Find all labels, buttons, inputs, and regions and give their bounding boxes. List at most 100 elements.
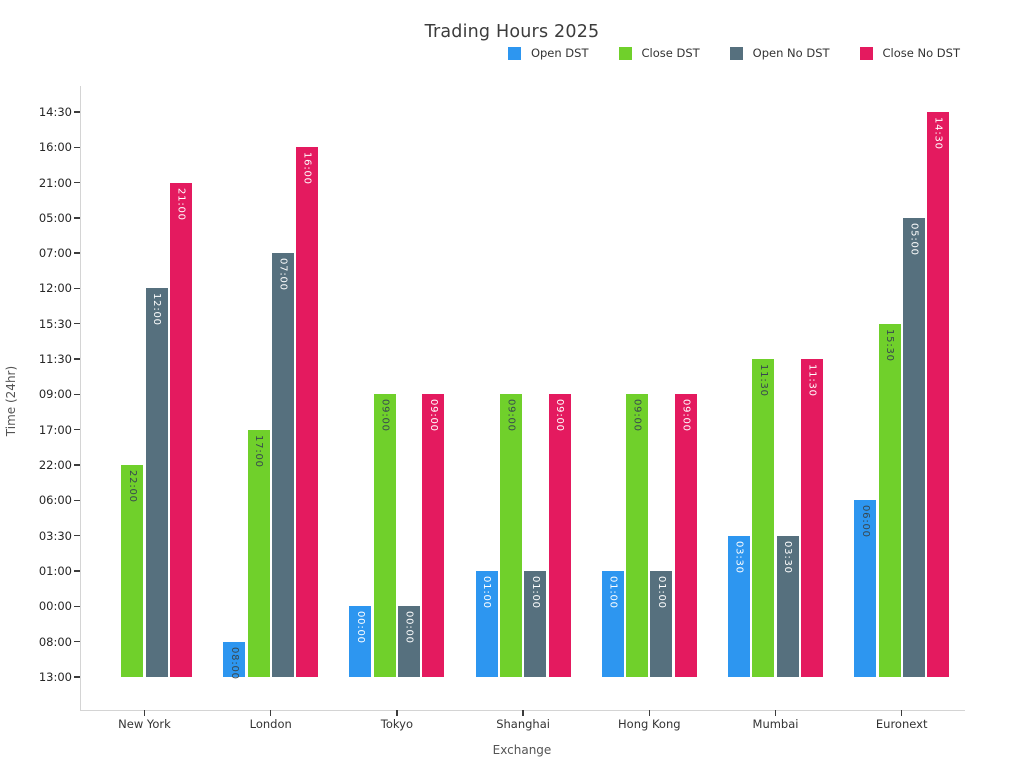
bar-open-no-dst-mumbai: 03:30	[776, 535, 799, 677]
bar-value-label: 09:00	[505, 399, 517, 433]
y-tick	[74, 252, 80, 254]
legend-item-open-no-dst: Open No DST	[729, 46, 830, 60]
y-tick	[74, 393, 80, 396]
x-tick-label-tokyo: Tokyo	[380, 717, 413, 731]
bar-close-dst-hong-kong: 09:00	[626, 394, 649, 677]
bar-value-label: 06:00	[859, 505, 871, 539]
bar-close-no-dst-london: 16:00	[296, 147, 319, 677]
legend-item-close-no-dst: Close No DST	[859, 46, 960, 60]
bar-value-label: 09:00	[631, 399, 643, 433]
y-tick	[74, 217, 80, 219]
y-axis-line	[80, 86, 81, 710]
bar-value-label: 09:00	[379, 399, 391, 433]
bar-value-label: 03:30	[733, 540, 745, 574]
bar-value-label: 11:30	[806, 364, 818, 397]
bar-value-label: 22:00	[126, 470, 138, 503]
y-tick-label: 17:00	[38, 422, 72, 437]
y-tick-label: 00:00	[38, 599, 72, 614]
bar-value-label: 15:30	[884, 328, 896, 362]
bar-close-dst-euronext: 15:30	[878, 323, 901, 677]
x-tick	[522, 710, 524, 716]
y-tick-label: 15:30	[38, 316, 72, 331]
bar-value-label: 07:00	[277, 258, 289, 291]
legend-label: Close DST	[641, 46, 700, 60]
x-tick-label-new-york: New York	[118, 717, 171, 731]
legend: Open DST Close DST Open No DST Close No DST	[507, 45, 960, 61]
y-tick-label: 16:00	[38, 140, 72, 155]
x-tick	[270, 710, 272, 716]
y-tick-label: 06:00	[38, 493, 72, 508]
y-tick	[74, 323, 80, 325]
bar-close-no-dst-mumbai: 11:30	[800, 359, 823, 677]
y-tick-label: 13:00	[38, 670, 72, 684]
bar-open-dst-euronext: 06:00	[854, 500, 877, 677]
bar-close-no-dst-euronext: 14:30	[927, 111, 950, 677]
x-tick	[648, 710, 650, 716]
bar-value-label: 08:00	[228, 646, 240, 680]
bar-value-label: 14:30	[932, 116, 944, 150]
x-tick-label-hong-kong: Hong Kong	[618, 717, 681, 731]
y-tick-label: 01:00	[38, 564, 72, 579]
bar-value-label: 16:00	[301, 152, 313, 186]
y-tick-label: 07:00	[38, 246, 72, 261]
x-tick	[143, 710, 146, 716]
legend-label: Open DST	[530, 46, 589, 60]
y-tick	[74, 535, 80, 537]
legend-item-close-dst: Close DST	[618, 46, 700, 60]
y-tick	[74, 464, 80, 466]
y-tick-label: 11:30	[38, 352, 72, 367]
bar-open-no-dst-shanghai: 01:00	[524, 571, 547, 677]
x-tick	[901, 710, 903, 716]
y-tick	[74, 640, 80, 643]
bar-value-label: 01:00	[481, 576, 493, 609]
bar-value-label: 11:30	[757, 364, 769, 397]
bar-open-no-dst-tokyo: 00:00	[398, 606, 421, 677]
bar-open-dst-hong-kong: 01:00	[601, 571, 624, 677]
y-tick-label: 08:00	[38, 634, 72, 649]
bar-value-label: 09:00	[554, 399, 566, 433]
x-tick-label-london: London	[249, 717, 292, 731]
bar-close-no-dst-tokyo: 09:00	[422, 394, 445, 677]
bar-close-no-dst-shanghai: 09:00	[548, 394, 571, 677]
y-tick	[74, 287, 80, 290]
legend-item-open-dst: Open DST	[507, 46, 589, 60]
bar-value-label: 09:00	[427, 399, 439, 433]
bar-open-no-dst-london: 07:00	[271, 253, 294, 677]
y-tick-label: 22:00	[38, 458, 72, 473]
bar-close-no-dst-hong-kong: 09:00	[674, 394, 697, 677]
bar-open-no-dst-new-york: 12:00	[145, 288, 168, 677]
y-tick	[74, 570, 80, 572]
x-tick	[396, 710, 398, 716]
y-tick	[74, 181, 80, 184]
bar-open-dst-shanghai: 01:00	[475, 571, 498, 677]
bar-value-label: 01:00	[655, 576, 667, 609]
x-tick-label-mumbai: Mumbai	[752, 717, 799, 731]
bar-close-dst-london: 17:00	[247, 429, 270, 677]
bar-value-label: 01:00	[607, 576, 619, 609]
bar-close-dst-tokyo: 09:00	[373, 394, 396, 677]
bar-close-no-dst-new-york: 21:00	[169, 182, 192, 677]
bar-value-label: 05:00	[908, 222, 920, 256]
y-tick	[74, 146, 80, 148]
y-tick	[74, 358, 80, 360]
x-tick-label-euronext: Euronext	[875, 717, 928, 731]
y-tick	[74, 676, 80, 678]
y-tick-label: 09:00	[38, 387, 72, 402]
legend-swatch-open-no-dst	[729, 46, 743, 60]
bar-value-label: 17:00	[253, 434, 265, 468]
bar-open-no-dst-euronext: 05:00	[902, 217, 925, 677]
y-tick	[74, 429, 80, 431]
bar-value-label: 12:00	[151, 293, 163, 327]
bar-close-dst-mumbai: 11:30	[752, 359, 775, 677]
x-axis-title: Exchange	[492, 743, 552, 757]
y-tick	[74, 499, 80, 502]
x-tick-label-shanghai: Shanghai	[496, 717, 550, 731]
chart-title: Trading Hours 2025	[424, 22, 600, 42]
bar-value-label: 21:00	[175, 187, 187, 221]
bar-value-label: 09:00	[680, 399, 692, 433]
y-tick-label: 12:00	[38, 281, 72, 296]
y-tick-label: 03:30	[38, 528, 72, 543]
legend-swatch-close-no-dst	[859, 46, 873, 60]
